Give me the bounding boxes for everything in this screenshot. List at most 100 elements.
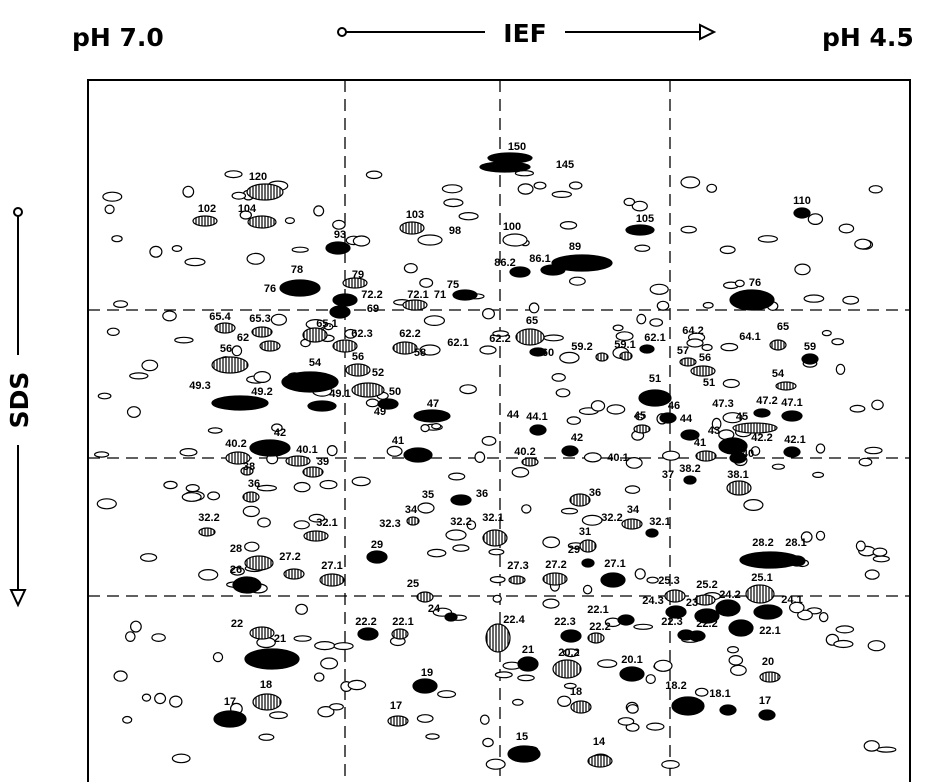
open-spot xyxy=(182,493,201,502)
spot-label: 50 xyxy=(389,386,401,398)
open-spot xyxy=(518,184,533,194)
spot-label: 24.2 xyxy=(719,589,740,601)
hatched-spot xyxy=(320,574,344,586)
spot-label: 32.2 xyxy=(450,516,471,528)
open-spot xyxy=(567,417,580,424)
spot-label: 44.1 xyxy=(526,411,547,423)
hatched-spot xyxy=(543,573,567,585)
open-spot xyxy=(172,246,181,252)
open-spot xyxy=(647,723,664,730)
open-spot xyxy=(570,277,586,285)
open-spot xyxy=(822,331,831,336)
spot-label: 59.2 xyxy=(571,341,592,353)
hatched-spot xyxy=(596,353,608,361)
filled-spot xyxy=(404,448,432,462)
filled-spot xyxy=(451,495,471,505)
open-spot xyxy=(330,704,344,710)
open-spot xyxy=(598,660,617,668)
hatched-spot xyxy=(284,569,304,579)
spot-label: 47.3 xyxy=(712,398,733,410)
open-spot xyxy=(315,642,335,650)
spot-label: 72.2 xyxy=(361,289,382,301)
filled-spot xyxy=(754,605,782,619)
open-spot xyxy=(442,185,462,193)
spot-label: 51 xyxy=(703,377,715,389)
spot-label: 64.1 xyxy=(739,331,760,343)
open-spot xyxy=(663,451,680,460)
filled-spot xyxy=(730,290,774,310)
hatched-spot xyxy=(516,329,544,345)
spot-label: 56 xyxy=(220,343,232,355)
spot-label: 25.3 xyxy=(658,575,679,587)
spot-label: 49.1 xyxy=(329,388,350,400)
spot-label: 32.1 xyxy=(316,517,337,529)
spot-label: 76 xyxy=(264,283,276,295)
spot-label: 65.3 xyxy=(249,313,270,325)
open-spot xyxy=(560,352,579,363)
spot-label: 43 xyxy=(708,425,720,437)
spot-label: 18.2 xyxy=(665,680,686,692)
hatched-spot xyxy=(622,519,642,529)
spot-label: 39 xyxy=(317,456,329,468)
spot-label: 38 xyxy=(243,461,255,473)
open-spot xyxy=(421,425,429,432)
open-spot xyxy=(720,246,735,253)
open-spot xyxy=(257,485,276,490)
hatched-spot xyxy=(243,492,259,502)
open-spot xyxy=(865,570,879,579)
hatched-spot xyxy=(620,352,632,360)
hatched-spot xyxy=(212,357,248,373)
spot-label: 31 xyxy=(579,526,591,538)
spot-label: 62 xyxy=(237,332,249,344)
open-spot xyxy=(493,595,501,602)
hatched-spot xyxy=(248,216,276,228)
spot-label: 18 xyxy=(570,686,582,698)
hatched-spot xyxy=(346,364,370,376)
open-spot xyxy=(247,253,264,264)
open-spot xyxy=(232,192,245,199)
open-spot xyxy=(570,182,582,189)
open-spot xyxy=(320,481,337,489)
spot-label: 103 xyxy=(406,209,424,221)
open-spot xyxy=(529,303,538,313)
open-spot xyxy=(334,643,353,650)
open-spot xyxy=(513,699,523,705)
spot-label: 105 xyxy=(636,213,654,225)
spot-label: 28 xyxy=(230,543,242,555)
filled-spot xyxy=(582,559,594,567)
spot-label: 58 xyxy=(414,347,426,359)
filled-spot xyxy=(508,746,540,762)
open-spot xyxy=(728,647,739,653)
open-spot xyxy=(327,446,337,456)
open-spot xyxy=(820,613,828,622)
spot-label: 25.1 xyxy=(751,572,772,584)
filled-spot xyxy=(689,631,705,641)
open-spot xyxy=(95,452,109,457)
spot-label: 22.2 xyxy=(589,621,610,633)
open-spot xyxy=(152,634,165,642)
spot-label: 104 xyxy=(238,203,257,215)
open-spot xyxy=(114,671,127,681)
filled-spot xyxy=(640,345,654,353)
open-spot xyxy=(635,569,645,579)
open-spot xyxy=(97,499,116,509)
open-spot xyxy=(731,665,747,675)
open-spot xyxy=(721,344,738,351)
spot-label: 51 xyxy=(649,373,661,385)
open-spot xyxy=(618,718,633,725)
spot-label: 64.2 xyxy=(682,325,703,337)
open-spot xyxy=(534,182,546,189)
open-spot xyxy=(650,284,668,294)
hatched-spot xyxy=(250,627,274,639)
open-spot xyxy=(294,483,310,492)
spot-label: 49.3 xyxy=(189,380,210,392)
open-spot xyxy=(816,531,824,540)
open-spot xyxy=(483,309,495,319)
open-spot xyxy=(877,747,896,752)
filled-spot xyxy=(245,649,299,669)
spot-label: 19 xyxy=(421,667,433,679)
open-spot xyxy=(208,492,220,500)
spot-label: 27.3 xyxy=(507,560,528,572)
spot-label: 40.2 xyxy=(514,446,535,458)
open-spot xyxy=(163,311,176,321)
